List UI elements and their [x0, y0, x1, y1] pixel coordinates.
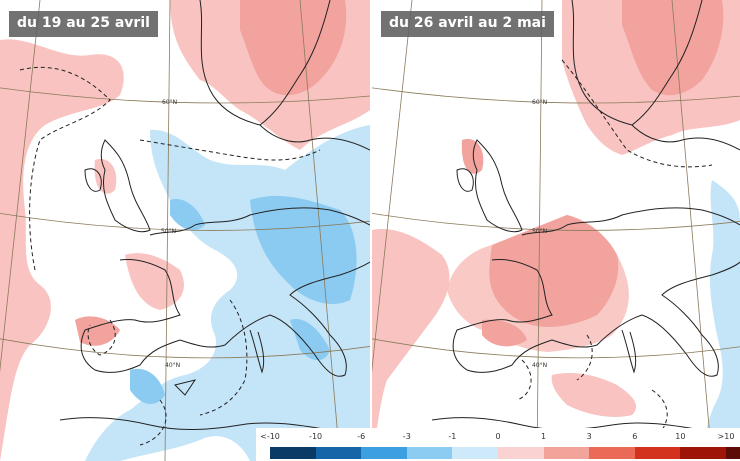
lat-label-50n: 50°N: [161, 228, 177, 235]
anomaly-map-left: [0, 0, 370, 461]
legend-label: <-10: [260, 432, 280, 441]
legend-label: 3: [586, 432, 592, 441]
legend-label: -6: [357, 432, 366, 441]
legend-swatch: [452, 447, 498, 459]
legend-labels: <-10 -10 -6 -3 -1 0 1 3 6 10 >10: [256, 432, 740, 444]
legend-swatch: [680, 447, 726, 459]
legend-swatch: [725, 447, 740, 459]
lat-label-40n: 40°N: [165, 362, 181, 369]
legend-swatch: [589, 447, 635, 459]
legend-swatch: [634, 447, 681, 459]
legend-swatch: [270, 447, 316, 459]
legend-label: -1: [448, 432, 457, 441]
panel-divider: [370, 0, 372, 461]
legend-label: 6: [632, 432, 638, 441]
legend-label: -10: [309, 432, 323, 441]
legend-color-bar: [270, 447, 740, 459]
legend-swatch: [543, 447, 590, 459]
legend-swatch: [315, 447, 362, 459]
anomaly-map-right: [372, 0, 740, 461]
color-legend: <-10 -10 -6 -3 -1 0 1 3 6 10 >10: [256, 428, 740, 461]
lat-label-60n: 60°N: [532, 99, 548, 106]
panel-title-week-1: du 19 au 25 avril: [9, 11, 158, 37]
legend-swatch: [497, 447, 544, 459]
lat-label-60n: 60°N: [162, 99, 178, 106]
lat-label-50n: 50°N: [532, 228, 548, 235]
legend-label: -3: [402, 432, 411, 441]
lat-label-40n: 40°N: [532, 362, 548, 369]
legend-label: 1: [541, 432, 547, 441]
legend-label: >10: [717, 432, 735, 441]
map-panel-week-2: du 26 avril au 2 mai 60°N 50°N 40°N: [372, 0, 740, 461]
legend-label: 0: [495, 432, 501, 441]
legend-swatch: [361, 447, 407, 459]
legend-label: 10: [675, 432, 686, 441]
legend-swatch: [406, 447, 453, 459]
panel-title-week-2: du 26 avril au 2 mai: [381, 11, 554, 37]
map-panel-week-1: du 19 au 25 avril 60°N 50°N 40°N: [0, 0, 370, 461]
